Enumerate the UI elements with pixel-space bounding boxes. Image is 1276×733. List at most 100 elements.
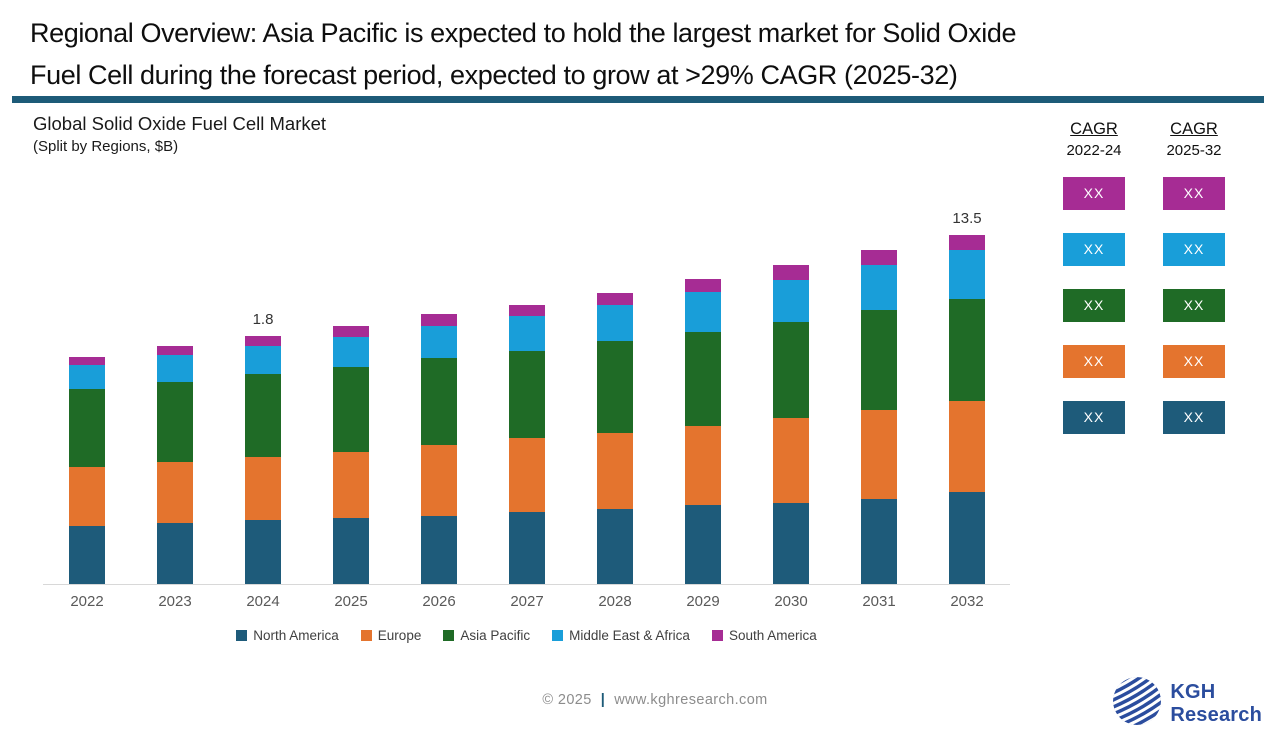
x-axis-label-2030: 2030 <box>774 593 808 610</box>
data-label-2024: 1.8 <box>252 311 274 328</box>
bar-2024 <box>245 336 281 584</box>
bar-segment-2025-middle-east-africa <box>333 337 369 367</box>
cagr-value-europe-2025-32: XX <box>1163 345 1225 378</box>
legend-swatch-north-america <box>236 630 248 641</box>
legend-label-middle-east-africa: Middle East & Africa <box>569 628 690 643</box>
bar-2027 <box>509 305 545 584</box>
cagr-period-2025-32: 2025-32 <box>1166 142 1222 159</box>
bar-segment-2022-europe <box>69 467 105 526</box>
bar-segment-2025-north-america <box>333 518 369 584</box>
bar-2029 <box>685 279 721 584</box>
bar-segment-2027-middle-east-africa <box>509 316 545 351</box>
bar-segment-2031-middle-east-africa <box>861 265 897 310</box>
bar-segment-2028-asia-pacific <box>597 341 633 433</box>
legend-label-asia-pacific: Asia Pacific <box>460 628 531 643</box>
bar-segment-2025-south-america <box>333 326 369 337</box>
chart-subtitle: (Split by Regions, $B) <box>33 138 179 155</box>
cagr-value-south-america-2022-24: XX <box>1063 177 1125 210</box>
bar-segment-2026-south-america <box>421 314 457 326</box>
legend-item-south-america: South America <box>711 628 817 643</box>
bar-segment-2022-middle-east-africa <box>69 365 105 389</box>
kgh-research-logo: KGH Research <box>1111 675 1262 732</box>
bar-2026 <box>421 314 457 584</box>
cagr-header-2022-24: CAGR <box>1070 120 1118 138</box>
cagr-column-2022-24: CAGR 2022-24 XX XX XX XX XX <box>1056 118 1132 457</box>
bar-segment-2024-asia-pacific <box>245 374 281 457</box>
x-axis-label-2025: 2025 <box>334 593 368 610</box>
bar-segment-2023-north-america <box>157 523 193 584</box>
data-label-2032: 13.5 <box>952 210 982 227</box>
bar-segment-2028-north-america <box>597 509 633 584</box>
footer-copyright: © 2025 <box>542 692 592 708</box>
bar-segment-2030-europe <box>773 418 809 503</box>
legend-item-europe: Europe <box>360 628 422 643</box>
bar-segment-2027-asia-pacific <box>509 351 545 438</box>
bar-segment-2030-south-america <box>773 265 809 280</box>
x-axis-label-2027: 2027 <box>510 593 544 610</box>
chart-header: Global Solid Oxide Fuel Cell Market (Spl… <box>33 111 326 157</box>
cagr-value-middle-east-africa-2025-32: XX <box>1163 233 1225 266</box>
x-axis-label-2024: 2024 <box>246 593 280 610</box>
bar-2025 <box>333 326 369 584</box>
bar-segment-2029-middle-east-africa <box>685 292 721 332</box>
chart-title: Global Solid Oxide Fuel Cell Market <box>33 113 327 134</box>
plot-area: 2022 2023 2024 2025 2026 2027 2028 2029 2030 2031… <box>43 199 1010 610</box>
x-axis-label-2022: 2022 <box>70 593 104 610</box>
bar-segment-2032-south-america <box>949 235 985 250</box>
legend-item-asia-pacific: Asia Pacific <box>443 628 530 643</box>
bar-segment-2026-asia-pacific <box>421 358 457 445</box>
bar-segment-2031-asia-pacific <box>861 310 897 410</box>
slide-title-line-1: Regional Overview: Asia Pacific is expec… <box>30 18 1017 48</box>
bar-segment-2024-middle-east-africa <box>245 346 281 374</box>
bar-segment-2032-europe <box>949 401 985 492</box>
bar-segment-2031-south-america <box>861 250 897 265</box>
bar-2032 <box>949 235 985 584</box>
x-axis-label-2023: 2023 <box>158 593 192 610</box>
bar-segment-2029-north-america <box>685 505 721 584</box>
cagr-value-south-america-2025-32: XX <box>1163 177 1225 210</box>
bar-segment-2027-north-america <box>509 512 545 584</box>
bar-segment-2032-middle-east-africa <box>949 250 985 299</box>
x-axis-label-2032: 2032 <box>950 593 984 610</box>
cagr-period-2022-24: 2022-24 <box>1066 142 1122 159</box>
title-divider <box>12 96 1264 103</box>
cagr-header-2025-32: CAGR <box>1170 120 1218 138</box>
bar-segment-2032-north-america <box>949 492 985 584</box>
cagr-value-north-america-2022-24: XX <box>1063 401 1125 434</box>
bar-segment-2024-south-america <box>245 336 281 346</box>
cagr-value-asia-pacific-2022-24: XX <box>1063 289 1125 322</box>
chart-legend: North America Europe Asia Pacific Middle Ea… <box>43 628 1010 643</box>
bar-2023 <box>157 346 193 584</box>
bar-segment-2025-europe <box>333 452 369 518</box>
legend-swatch-asia-pacific <box>443 630 455 641</box>
bar-segment-2029-europe <box>685 426 721 505</box>
bar-segment-2022-south-america <box>69 357 105 365</box>
cagr-column-2025-32: CAGR 2025-32 XX XX XX XX XX <box>1156 118 1232 457</box>
bar-segment-2030-middle-east-africa <box>773 280 809 322</box>
footer: © 2025 | www.kghresearch.com <box>0 692 1276 708</box>
x-axis-label-2029: 2029 <box>686 593 720 610</box>
footer-separator: | <box>600 692 606 708</box>
legend-label-north-america: North America <box>253 628 339 643</box>
legend-swatch-europe <box>360 630 372 641</box>
bar-segment-2030-asia-pacific <box>773 322 809 418</box>
bar-segment-2029-south-america <box>685 279 721 292</box>
x-axis-label-2026: 2026 <box>422 593 456 610</box>
x-axis-label-2028: 2028 <box>598 593 632 610</box>
bar-segment-2028-middle-east-africa <box>597 305 633 341</box>
cagr-value-asia-pacific-2025-32: XX <box>1163 289 1225 322</box>
bar-segment-2028-europe <box>597 433 633 509</box>
bar-segment-2025-asia-pacific <box>333 367 369 452</box>
bar-segment-2023-europe <box>157 462 193 523</box>
slide-title: Regional Overview: Asia Pacific is expec… <box>30 12 1016 96</box>
bar-2022 <box>69 357 105 584</box>
cagr-value-north-america-2025-32: XX <box>1163 401 1225 434</box>
bar-segment-2031-north-america <box>861 499 897 584</box>
bar-segment-2032-asia-pacific <box>949 299 985 401</box>
cagr-value-middle-east-africa-2022-24: XX <box>1063 233 1125 266</box>
bar-segment-2031-europe <box>861 410 897 499</box>
x-axis-label-2031: 2031 <box>862 593 896 610</box>
bar-segment-2022-north-america <box>69 526 105 584</box>
legend-label-europe: Europe <box>377 628 422 643</box>
bar-2030 <box>773 265 809 584</box>
